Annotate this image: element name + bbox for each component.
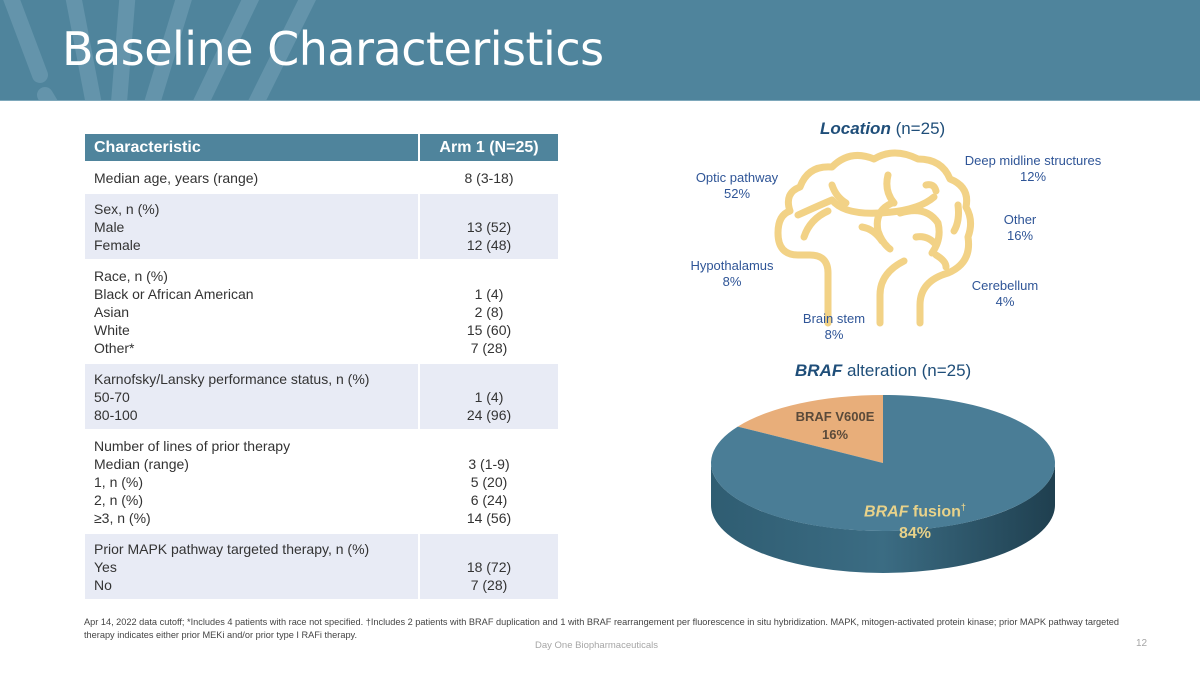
braf-title-rest: alteration (n=25) <box>842 361 972 380</box>
slice-name-italic: BRAF <box>864 503 909 521</box>
row-value: 7 (28) <box>470 340 508 356</box>
location-pct: 12% <box>1019 169 1047 184</box>
location-cerebellum: Cerebellum 4% <box>966 278 1044 310</box>
location-optic-pathway: Optic pathway 52% <box>690 170 784 202</box>
row-label: Prior MAPK pathway targeted therapy, n (… <box>94 541 370 557</box>
slice-pct: 84% <box>898 525 932 543</box>
location-name: Cerebellum <box>971 278 1039 293</box>
braf-pie-chart <box>711 395 1055 573</box>
row-value <box>429 200 549 218</box>
row-label: Asian <box>94 304 130 320</box>
location-brain-stem: Brain stem 8% <box>798 311 870 343</box>
header-banner: Baseline Characteristics <box>0 0 1200 101</box>
braf-title-bold: BRAF <box>795 361 843 380</box>
row-label: Number of lines of prior therapy <box>94 438 291 454</box>
pie-side-wall <box>711 463 1055 573</box>
row-label: White <box>94 322 130 338</box>
row-value: 1 (4) <box>474 286 504 302</box>
slice-name: BRAF V600E <box>795 409 875 424</box>
baseline-table: Characteristic Arm 1 (N=25) Median age, … <box>85 134 558 601</box>
table-row-prior-therapy-lines: Number of lines of prior therapy Median … <box>85 431 558 534</box>
row-value: 24 (96) <box>466 407 512 423</box>
row-label: Black or African American <box>94 286 254 302</box>
location-title-bold: Location <box>820 119 891 138</box>
column-header-arm1: Arm 1 (N=25) <box>418 134 558 163</box>
location-name: Brain stem <box>802 311 866 326</box>
row-label: 80-100 <box>94 407 138 423</box>
row-value <box>429 540 549 558</box>
page-number: 12 <box>1136 638 1148 649</box>
location-name: Other <box>1003 212 1037 227</box>
decorative-rays-icon <box>3 0 316 101</box>
table-row-prior-mapk: Prior MAPK pathway targeted therapy, n (… <box>85 534 558 601</box>
header-divider <box>0 100 1200 101</box>
row-value: 12 (48) <box>466 237 512 253</box>
row-label: Yes <box>94 559 117 575</box>
row-label: No <box>94 577 112 593</box>
location-pct: 52% <box>723 186 751 201</box>
dagger-mark: † <box>960 502 966 512</box>
row-value <box>429 267 549 285</box>
location-title: Location (n=25) <box>820 119 945 139</box>
row-label: Male <box>94 219 125 235</box>
location-hypothalamus: Hypothalamus 8% <box>686 258 778 290</box>
table-header-row: Characteristic Arm 1 (N=25) <box>85 134 558 163</box>
location-name: Deep midline structures <box>964 153 1102 168</box>
footnote: Apr 14, 2022 data cutoff; *Includes 4 pa… <box>84 617 1120 640</box>
table-row-sex: Sex, n (%) Male Female 13 (52) 12 (48) <box>85 194 558 261</box>
braf-chart-title: BRAF alteration (n=25) <box>795 361 971 381</box>
location-other: Other 16% <box>995 212 1045 244</box>
row-label: ≥3, n (%) <box>94 510 151 526</box>
location-name: Optic pathway <box>695 170 779 185</box>
row-value: 6 (24) <box>470 492 508 508</box>
location-name: Hypothalamus <box>690 258 774 273</box>
row-value: 8 (3-18) <box>464 170 514 186</box>
location-title-rest: (n=25) <box>890 119 946 138</box>
row-label: Sex, n (%) <box>94 201 160 217</box>
row-value: 18 (72) <box>466 559 512 575</box>
row-label: 50-70 <box>94 389 130 405</box>
slice-v600e <box>737 395 883 463</box>
location-pct: 8% <box>824 327 844 342</box>
row-label: Median age, years (range) <box>94 170 259 186</box>
location-pct: 8% <box>722 274 742 289</box>
slice-name: fusion <box>908 503 961 521</box>
table-row-race: Race, n (%) Black or African American As… <box>85 261 558 364</box>
table-row-age: Median age, years (range) 8 (3-18) <box>85 163 558 194</box>
row-value <box>429 437 549 455</box>
page-title: Baseline Characteristics <box>62 22 604 76</box>
row-label: Median (range) <box>94 456 189 472</box>
row-value: 2 (8) <box>474 304 504 320</box>
row-value <box>429 370 549 388</box>
slice-label-v600e: BRAF V600E 16% <box>790 408 880 444</box>
row-value: 13 (52) <box>466 219 512 235</box>
row-value: 3 (1-9) <box>468 456 510 472</box>
slice-braf-fusion <box>711 395 1055 531</box>
table-row-performance-status: Karnofsky/Lansky performance status, n (… <box>85 364 558 431</box>
row-value: 14 (56) <box>466 510 512 526</box>
row-value: 7 (28) <box>470 577 508 593</box>
footer-company: Day One Biopharmaceuticals <box>535 640 659 651</box>
row-label: Female <box>94 237 141 253</box>
row-label: 1, n (%) <box>94 474 144 490</box>
brain-icon <box>774 149 975 327</box>
location-pct: 16% <box>1006 228 1034 243</box>
slice-label-fusion: BRAF fusion† 84% <box>855 496 975 545</box>
row-value: 5 (20) <box>470 474 508 490</box>
row-label: Race, n (%) <box>94 268 168 284</box>
slice-pct: 16% <box>821 427 849 442</box>
row-value: 15 (60) <box>466 322 512 338</box>
row-value: 1 (4) <box>474 389 504 405</box>
row-label: Karnofsky/Lansky performance status, n (… <box>94 371 370 387</box>
row-label: 2, n (%) <box>94 492 144 508</box>
column-header-characteristic: Characteristic <box>85 134 418 163</box>
location-deep-midline: Deep midline structures 12% <box>960 153 1106 185</box>
location-pct: 4% <box>995 294 1015 309</box>
row-label: Other* <box>94 340 135 356</box>
